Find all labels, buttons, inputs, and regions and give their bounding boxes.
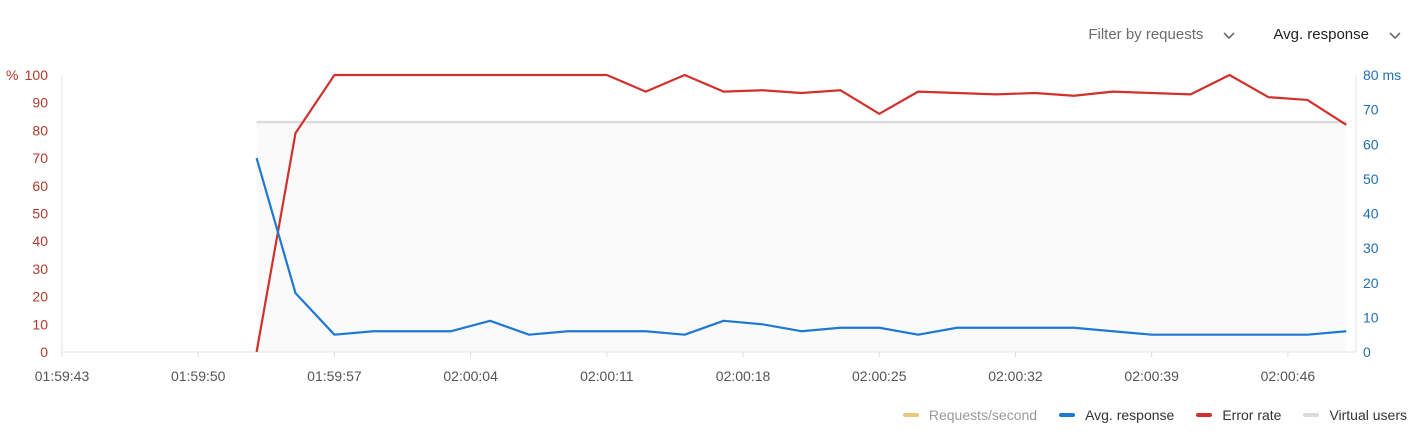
right-axis-tick-label: 0 (1363, 344, 1371, 360)
legend-swatch (902, 413, 919, 417)
virtual-users-area-layer (256, 120, 1347, 352)
left-axis-tick-label: 50 (32, 206, 48, 222)
legend-item-avg-response[interactable]: Avg. response (1059, 407, 1174, 423)
right-axis-tick-label: 50 (1363, 171, 1379, 187)
chevron-down-icon (1223, 32, 1235, 39)
x-axis-tick-label: 01:59:50 (171, 368, 226, 384)
left-axis-tick-label: 100 (25, 67, 49, 83)
x-axis-tick-label: 02:00:32 (988, 368, 1043, 384)
legend-swatch (1303, 413, 1320, 417)
left-axis-tick-label: 0 (40, 344, 48, 360)
virtual-users-area (256, 122, 1347, 352)
left-axis-tick-label: 80 (32, 122, 48, 138)
metric-dropdown[interactable]: Avg. response (1273, 25, 1403, 45)
chart-axes (61, 75, 1357, 357)
filter-dropdown-label: Filter by requests (1088, 26, 1204, 43)
legend-label: Requests/second (928, 407, 1038, 423)
series-lines (255, 73, 1347, 353)
x-axis-tick-label: 02:00:46 (1261, 368, 1316, 384)
axis-labels: 0 10 20 30 40 50 60 70 80 90 100% 0 10 20 30 40 50 60 70 80… (6, 67, 1401, 384)
metric-dropdown-label: Avg. response (1273, 26, 1369, 43)
left-axis-tick-label: 60 (32, 178, 48, 194)
x-axis-tick-label: 02:00:39 (1124, 368, 1179, 384)
x-axis-tick-label: 02:00:25 (852, 368, 907, 384)
x-axis-tick-label: 02:00:18 (716, 368, 771, 384)
error-rate-line (255, 73, 1347, 353)
chevron-down-icon (1389, 32, 1401, 39)
legend-swatch (1196, 413, 1213, 417)
right-axis-tick-label: 80 ms (1363, 67, 1401, 83)
left-axis-tick-label: 10 (32, 316, 48, 332)
legend-item-virtual-users[interactable]: Virtual users (1303, 407, 1407, 423)
right-axis-tick-label: 40 (1363, 206, 1379, 222)
avg-response-line (255, 157, 1347, 336)
x-axis-tick-label: 01:59:57 (307, 368, 362, 384)
chart-toolbar: Filter by requests Avg. response (1088, 22, 1403, 48)
response-chart: 0 10 20 30 40 50 60 70 80 90 100% 0 10 20 30 40 50 60 70 80… (6, 67, 1401, 384)
legend-item-error-rate[interactable]: Error rate (1196, 407, 1281, 423)
x-axis-tick-label: 02:00:11 (580, 368, 634, 384)
left-axis-tick-label: 90 (32, 95, 48, 111)
left-axis-tick-label: 70 (32, 150, 48, 166)
legend-label: Avg. response (1085, 407, 1175, 423)
filter-by-requests-dropdown[interactable]: Filter by requests (1088, 25, 1237, 45)
left-axis-tick-label: 20 (32, 289, 48, 305)
x-axis-tick-label: 01:59:43 (35, 368, 90, 384)
right-axis-tick-label: 60 (1363, 136, 1379, 152)
right-axis-tick-label: 10 (1363, 309, 1379, 325)
left-axis-tick-label: 30 (32, 261, 48, 277)
legend-label: Error rate (1222, 407, 1282, 423)
left-axis-tick-label: 40 (32, 233, 48, 249)
right-axis-tick-label: 70 (1363, 102, 1379, 118)
right-axis-tick-label: 30 (1363, 240, 1379, 256)
left-axis-unit-label: % (6, 67, 18, 83)
legend-item-requests-per-second[interactable]: Requests/second (902, 407, 1038, 423)
x-axis-tick-label: 02:00:04 (443, 368, 498, 384)
legend-label: Virtual users (1329, 407, 1407, 423)
right-axis-tick-label: 20 (1363, 275, 1379, 291)
chart-legend: Requests/second Avg. response Error rate… (881, 404, 1407, 426)
legend-swatch (1059, 413, 1076, 417)
